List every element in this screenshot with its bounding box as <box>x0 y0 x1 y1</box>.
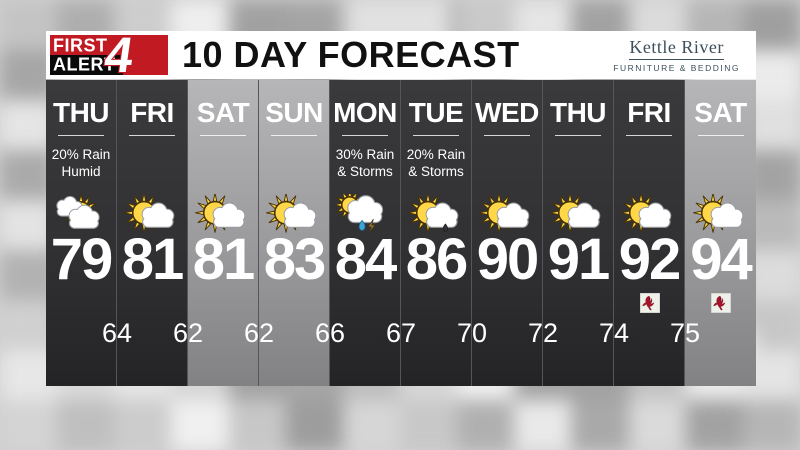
svg-text:FIRST: FIRST <box>53 36 108 56</box>
